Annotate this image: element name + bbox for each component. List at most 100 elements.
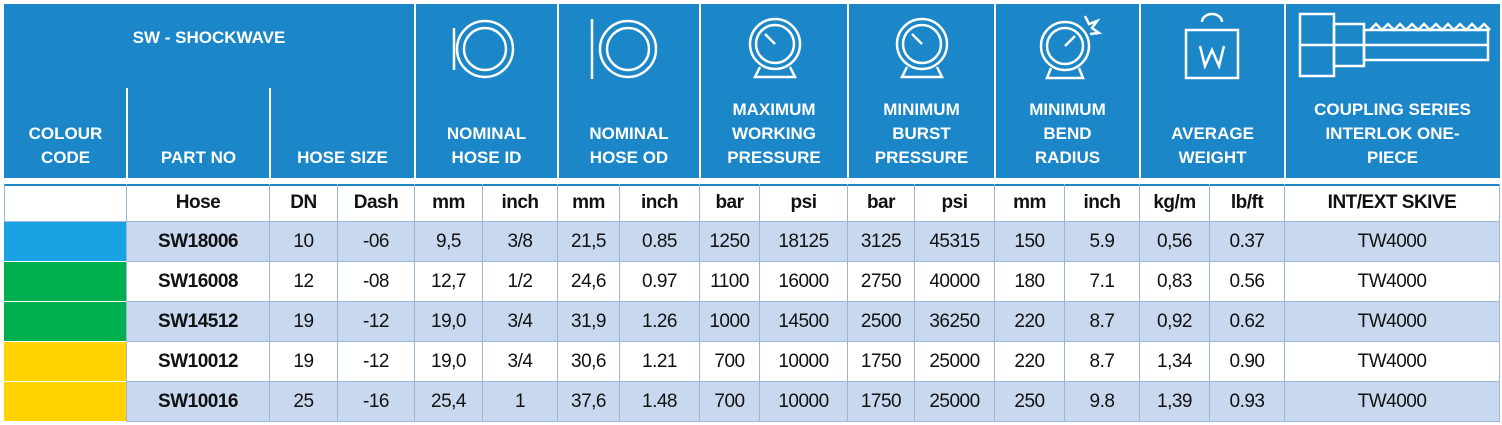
data-cell: 1.21 [620,342,700,382]
data-cell: 3/8 [483,222,558,262]
header-divider [847,4,849,178]
data-cell: 10 [270,222,338,262]
data-cell: 8.7 [1065,302,1140,342]
header-divider [557,4,559,178]
header-divider [126,88,128,178]
data-cell: 16000 [760,262,848,302]
data-cell: 700 [700,342,760,382]
data-cell: 3/4 [483,302,558,342]
subheader-cell: INT/EXT SKIVE [1285,184,1500,222]
colour-swatch [4,222,127,262]
data-cell: 0.56 [1210,262,1285,302]
colour-swatch [4,342,127,382]
header-divider [1284,4,1286,178]
data-cell: 30,6 [558,342,620,382]
subheader-cell: bar [848,184,915,222]
bend-icon [1039,15,1103,80]
data-cell: TW4000 [1285,222,1500,262]
header-divider [994,4,996,178]
data-cell: 0.62 [1210,302,1285,342]
data-cell: 0,56 [1140,222,1210,262]
data-cell: 12,7 [415,262,483,302]
data-cell: 7.1 [1065,262,1140,302]
column-label: MINIMUM BURST PRESSURE [848,84,995,178]
data-cell: -16 [338,382,415,422]
part-number: SW10016 [127,382,270,422]
table-title: SW - SHOCKWAVE [132,28,286,47]
colour-swatch [4,262,127,302]
data-cell: 25000 [915,382,995,422]
column-label-text: MINIMUM BURST PRESSURE [874,100,969,167]
data-cell: 3125 [848,222,915,262]
data-cell: 9,5 [415,222,483,262]
data-cell: 150 [995,222,1065,262]
column-label-text: MINIMUM BEND RADIUS [1029,100,1106,167]
data-cell: 19,0 [415,302,483,342]
burst-icon [895,17,949,79]
data-cell: 1000 [700,302,760,342]
column-label-text: NOMINAL HOSE OD [589,124,669,167]
colour-swatch [4,302,127,342]
data-cell: 1100 [700,262,760,302]
subheader-cell: psi [760,184,848,222]
data-cell: 2750 [848,262,915,302]
subheader-cell: mm [558,184,620,222]
data-cell: TW4000 [1285,302,1500,342]
data-cell: 19,0 [415,342,483,382]
data-cell: -12 [338,302,415,342]
header-divider [699,4,701,178]
column-label: COLOUR CODE [4,84,127,178]
data-cell: 40000 [915,262,995,302]
data-cell: 0.37 [1210,222,1285,262]
data-cell: -06 [338,222,415,262]
column-label: COUPLING SERIES INTERLOK ONE-PIECE [1285,84,1500,178]
column-label: NOMINAL HOSE OD [558,84,700,178]
data-cell: 1,34 [1140,342,1210,382]
column-label-text: NOMINAL HOSE ID [446,124,527,167]
data-cell: -08 [338,262,415,302]
subheader-cell: Dash [338,184,415,222]
data-cell: 180 [995,262,1065,302]
subheader-cell: psi [915,184,995,222]
data-cell: 25000 [915,342,995,382]
od-icon [590,19,658,79]
data-cell: 0.93 [1210,382,1285,422]
data-cell: -12 [338,342,415,382]
data-cell: 1750 [848,382,915,422]
subheader-cell: inch [483,184,558,222]
column-label-text: PART NO [160,148,237,167]
data-cell: 1 [483,382,558,422]
subheader-cell: bar [700,184,760,222]
data-cell: 18125 [760,222,848,262]
data-cell: 0.97 [620,262,700,302]
data-cell: 45315 [915,222,995,262]
data-cell: 9.8 [1065,382,1140,422]
column-label-text: COUPLING SERIES INTERLOK ONE-PIECE [1314,100,1471,167]
column-label-text: HOSE SIZE [297,148,388,167]
data-cell: 0,83 [1140,262,1210,302]
data-cell: 5.9 [1065,222,1140,262]
data-cell: 1.48 [620,382,700,422]
subheader-cell: Hose [127,184,270,222]
subheader-cell: mm [415,184,483,222]
header-divider [414,4,416,178]
data-cell: 1.26 [620,302,700,342]
subheader-cell: mm [995,184,1065,222]
header-divider [269,88,271,178]
data-cell: 25,4 [415,382,483,422]
data-cell: 24,6 [558,262,620,302]
subheader-cell: lb/ft [1210,184,1285,222]
data-cell: 19 [270,342,338,382]
pressure-icon [748,17,802,79]
data-cell: 0,92 [1140,302,1210,342]
part-number: SW18006 [127,222,270,262]
part-number: SW16008 [127,262,270,302]
data-cell: 1250 [700,222,760,262]
subheader-cell: DN [270,184,338,222]
data-cell: 14500 [760,302,848,342]
column-label-text: MAXIMUM WORKING PRESSURE [727,100,821,167]
data-cell: 37,6 [558,382,620,422]
column-label: AVERAGE WEIGHT [1140,84,1285,178]
data-cell: 220 [995,302,1065,342]
data-cell: 31,9 [558,302,620,342]
